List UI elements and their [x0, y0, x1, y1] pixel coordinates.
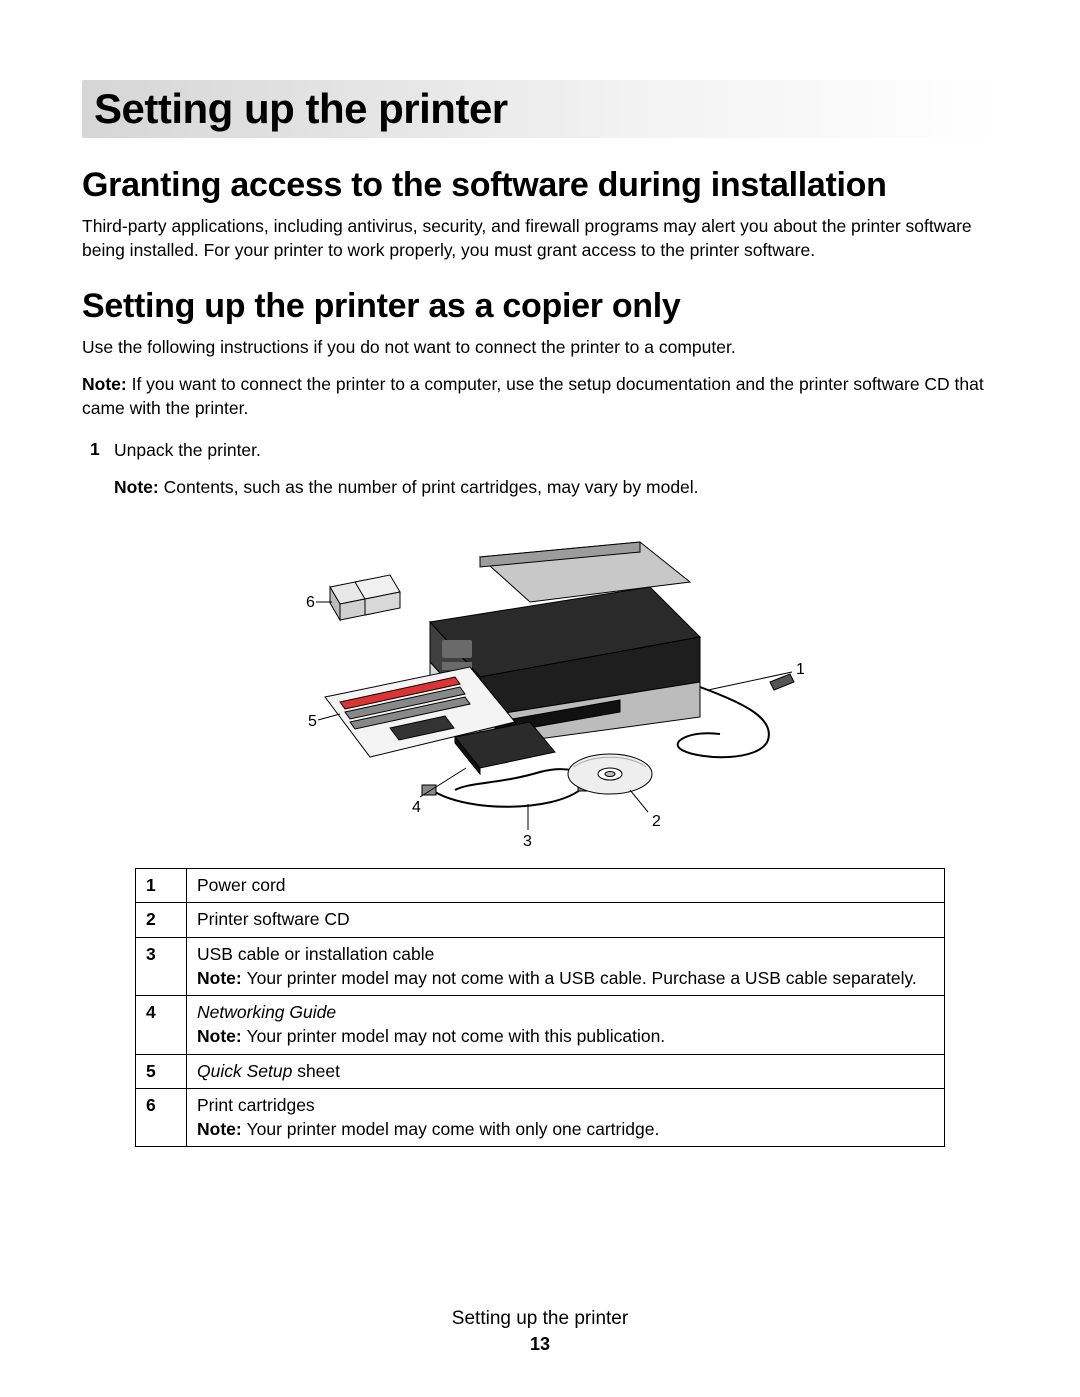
table-row: 2 Printer software CD — [136, 903, 945, 938]
footer-page-number: 13 — [0, 1334, 1080, 1355]
table-num-2: 2 — [136, 903, 187, 938]
footer-section-name: Setting up the printer — [0, 1308, 1080, 1330]
table-note-3-label: Note: — [197, 968, 247, 988]
table-desc-6-text: Print cartridges — [197, 1095, 315, 1115]
section1-body: Third-party applications, including anti… — [82, 215, 998, 262]
document-page: Setting up the printer Granting access t… — [0, 0, 1080, 1397]
step-1-note-label: Note: — [114, 477, 164, 497]
parts-table: 1 Power cord 2 Printer software CD 3 USB… — [135, 868, 945, 1148]
page-footer: Setting up the printer 13 — [0, 1308, 1080, 1355]
table-note-4-text: Your printer model may not come with thi… — [247, 1026, 666, 1046]
table-desc-5: Quick Setup sheet — [187, 1054, 945, 1089]
table-note-3-text: Your printer model may not come with a U… — [247, 968, 917, 988]
step-1-note-text: Contents, such as the number of print ca… — [164, 477, 699, 497]
section-heading-2: Setting up the printer as a copier only — [82, 287, 998, 326]
table-row: 4 Networking Guide Note: Your printer mo… — [136, 996, 945, 1054]
step-1-text: Unpack the printer. — [114, 440, 261, 460]
section-heading-1: Granting access to the software during i… — [82, 166, 998, 205]
callout-1: 1 — [796, 661, 805, 678]
table-note-4-label: Note: — [197, 1026, 247, 1046]
section2-intro: Use the following instructions if you do… — [82, 336, 998, 360]
table-note-6-label: Note: — [197, 1119, 247, 1139]
callout-3: 3 — [523, 833, 532, 850]
table-note-6-text: Your printer model may come with only on… — [247, 1119, 660, 1139]
printer-figure: 6 5 4 3 2 1 — [82, 512, 998, 852]
table-desc-6: Print cartridges Note: Your printer mode… — [187, 1089, 945, 1147]
table-num-1: 1 — [136, 868, 187, 903]
step-list: 1 Unpack the printer. Note: Contents, su… — [90, 439, 998, 504]
callout-2: 2 — [652, 813, 661, 830]
callout-4: 4 — [412, 799, 421, 816]
note-label: Note: — [82, 374, 132, 394]
chapter-title: Setting up the printer — [94, 86, 986, 132]
table-num-6: 6 — [136, 1089, 187, 1147]
table-desc-3-text: USB cable or installation cable — [197, 944, 434, 964]
table-desc-1: Power cord — [187, 868, 945, 903]
table-desc-2: Printer software CD — [187, 903, 945, 938]
table-desc-4-italic: Networking Guide — [197, 1002, 336, 1022]
note-text: If you want to connect the printer to a … — [82, 374, 984, 418]
step-1-number: 1 — [90, 439, 104, 504]
table-desc-3: USB cable or installation cable Note: Yo… — [187, 938, 945, 996]
table-desc-5-suffix: sheet — [292, 1061, 340, 1081]
table-row: 3 USB cable or installation cable Note: … — [136, 938, 945, 996]
callout-5: 5 — [308, 713, 317, 730]
step-1-body: Unpack the printer. Note: Contents, such… — [114, 439, 699, 504]
section2-note: Note: If you want to connect the printer… — [82, 373, 998, 420]
step-1-note: Note: Contents, such as the number of pr… — [114, 476, 699, 500]
table-desc-5-italic: Quick Setup — [197, 1061, 292, 1081]
table-row: 6 Print cartridges Note: Your printer mo… — [136, 1089, 945, 1147]
table-row: 5 Quick Setup sheet — [136, 1054, 945, 1089]
printer-illustration-svg: 6 5 4 3 2 1 — [270, 512, 810, 852]
callout-6: 6 — [306, 594, 315, 611]
chapter-title-bar: Setting up the printer — [82, 80, 998, 138]
table-desc-4: Networking Guide Note: Your printer mode… — [187, 996, 945, 1054]
table-num-5: 5 — [136, 1054, 187, 1089]
table-num-3: 3 — [136, 938, 187, 996]
step-1: 1 Unpack the printer. Note: Contents, su… — [90, 439, 998, 504]
table-num-4: 4 — [136, 996, 187, 1054]
table-row: 1 Power cord — [136, 868, 945, 903]
